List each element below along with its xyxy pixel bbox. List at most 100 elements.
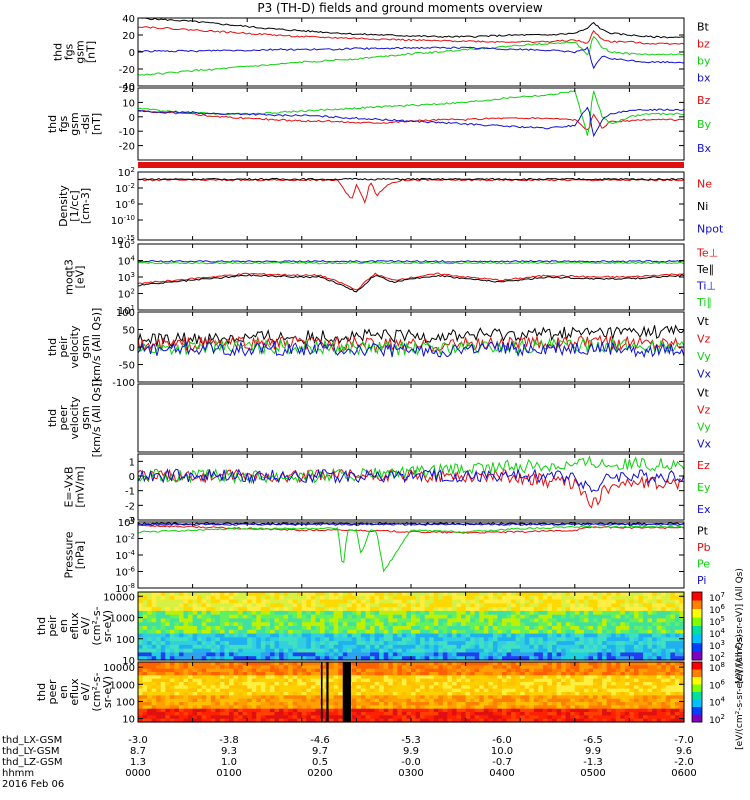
spectrogram-cell <box>242 668 248 673</box>
spectrogram-cell <box>306 708 312 713</box>
legend-bz: bz <box>697 38 710 51</box>
spectrogram-cell <box>383 718 389 723</box>
spectrogram-cell <box>643 614 649 620</box>
spectrogram-cell <box>247 656 253 661</box>
spectrogram-cell <box>542 715 549 720</box>
colorbar-segment <box>692 677 702 685</box>
spectrogram-cell <box>310 626 317 631</box>
spectrogram-cell <box>338 637 344 642</box>
spectrogram-cell <box>160 692 166 696</box>
spectrogram-cell <box>197 682 203 686</box>
spectrogram-cell <box>206 641 212 646</box>
spectrogram-cell <box>265 592 271 597</box>
spectrogram-cell <box>438 603 444 608</box>
spectrogram-cell <box>224 641 230 646</box>
spectrogram-cell <box>674 641 681 646</box>
spectrogram-cell <box>229 633 235 638</box>
spectrogram-cell <box>533 688 539 693</box>
spectrogram-cell <box>615 595 621 601</box>
spectrogram-cell <box>256 641 262 646</box>
spectrogram-cell <box>383 708 389 713</box>
spectrogram-cell <box>351 682 357 686</box>
spectrogram-cell <box>451 682 458 686</box>
spectrogram-cell <box>570 610 576 616</box>
xaxis-row-value: -7.0 <box>674 735 694 746</box>
spectrogram-cell <box>570 705 576 710</box>
spectrogram-cell <box>411 672 417 676</box>
spectrogram-cell <box>533 675 539 680</box>
spectrogram-cell <box>256 718 262 723</box>
spectrogram-cell <box>411 607 417 612</box>
spectrogram-cell <box>251 672 257 676</box>
spectrogram-cell <box>433 665 439 670</box>
spectrogram-cell <box>260 652 266 657</box>
spectrogram-cell <box>224 672 230 676</box>
spectrogram-cell <box>383 618 389 623</box>
spectrogram-cell <box>665 702 671 706</box>
spectrogram-cell <box>502 599 508 604</box>
spectrogram-cell <box>629 629 635 635</box>
spectrogram-cell <box>483 603 489 608</box>
spectrogram-cell <box>274 715 280 720</box>
spectrogram-cell <box>183 702 189 706</box>
spectrogram-cell <box>288 705 294 710</box>
spectrogram-cell <box>351 610 357 616</box>
spectrogram-cell <box>652 633 658 638</box>
spectrogram-cell <box>520 626 526 631</box>
spectrogram-cell <box>201 648 207 654</box>
spectrogram-cell <box>329 595 335 601</box>
spectrogram-cell <box>661 698 667 703</box>
spectrogram-cell <box>269 607 276 612</box>
spectrogram-cell <box>256 652 262 657</box>
series-group <box>138 18 684 76</box>
spectrogram-cell <box>301 688 307 693</box>
spectrogram-cell <box>147 685 153 690</box>
spectrogram-cell <box>433 614 439 620</box>
spectrogram-cell <box>583 715 590 720</box>
spectrogram-cell <box>574 672 580 676</box>
spectrogram-cell <box>652 715 658 720</box>
spectrogram-cell <box>552 708 558 713</box>
spectrogram-cell <box>279 607 285 612</box>
panel-density: Density[1/cc][cm-3]10210-210-610-1010-15… <box>57 166 724 247</box>
spectrogram-cell <box>165 715 171 720</box>
spectrogram-cell <box>306 695 312 700</box>
spectrogram-cell <box>233 652 239 657</box>
ylabel-line: Density <box>57 185 70 227</box>
spectrogram-cell <box>488 595 494 601</box>
spectrogram-cell <box>174 695 180 700</box>
spectrogram-cell <box>574 633 580 638</box>
spectrogram-cell <box>565 675 571 680</box>
spectrogram-cell <box>520 705 526 710</box>
spectrogram-cell <box>638 614 644 620</box>
spectrogram-cell <box>233 672 239 676</box>
spectrogram-cell <box>615 702 621 706</box>
spectrogram-cell <box>315 715 321 720</box>
spectrogram-cell <box>506 644 512 650</box>
spectrogram-cell <box>147 607 153 612</box>
spectrogram-cell <box>406 603 412 608</box>
spectrogram-cell <box>397 618 403 623</box>
spectrogram-cell <box>151 610 157 616</box>
spectrogram-cell <box>643 715 649 720</box>
spectrogram-cell <box>665 610 671 616</box>
spectrogram-cell <box>260 607 266 612</box>
spectrogram-cell <box>638 637 644 642</box>
spectrogram-cell <box>338 698 344 703</box>
spectrogram-cell <box>633 678 640 683</box>
spectrogram-cell <box>588 637 594 642</box>
spectrogram-cell <box>511 648 517 654</box>
spectrogram-cell <box>147 652 153 657</box>
spectrogram-cell <box>624 675 630 680</box>
spectrogram-cell <box>401 595 408 601</box>
spectrogram-cell <box>242 718 248 723</box>
spectrogram-cell <box>570 668 576 673</box>
spectrogram-cell <box>461 712 467 716</box>
spectrogram-cell <box>492 595 499 601</box>
spectrogram-cell <box>629 692 635 696</box>
spectrogram-cell <box>588 622 594 627</box>
spectrogram-cell <box>652 599 658 604</box>
spectrogram-cell <box>488 652 494 657</box>
spectrogram-cell <box>138 595 144 601</box>
spectrogram-cell <box>274 672 280 676</box>
